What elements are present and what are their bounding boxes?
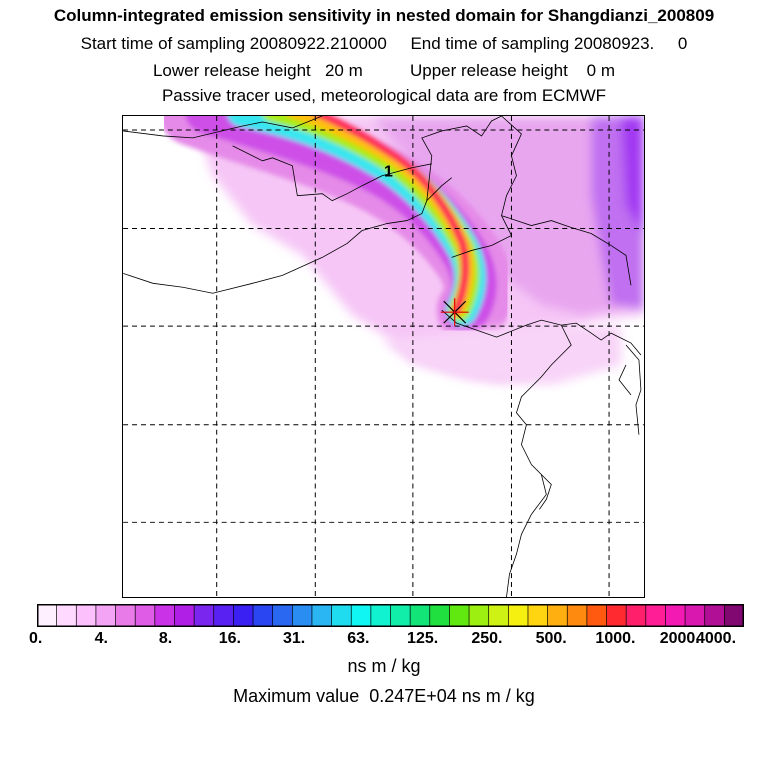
- colorbar-tick-label: 125.: [407, 630, 439, 647]
- receptor-marker-icon: [440, 298, 469, 327]
- colorbar-segment: [154, 604, 176, 627]
- colorbar-segment: [410, 604, 431, 627]
- colorbar-segment: [724, 604, 744, 627]
- colorbar-segment: [665, 604, 686, 627]
- sampling-time-text: Start time of sampling 20080922.210000 E…: [80, 34, 688, 53]
- colorbar-segment: [76, 604, 97, 627]
- colorbar-tick-label: 1000.: [595, 630, 636, 647]
- colorbar-segment: [351, 604, 372, 627]
- colorbar-segment: [233, 604, 254, 627]
- colorbar-tick-label: 2000.: [659, 630, 700, 647]
- colorbar-segment: [37, 604, 58, 627]
- colorbar-segment: [645, 604, 667, 627]
- colorbar-segment: [135, 604, 156, 627]
- colorbar: [37, 604, 744, 627]
- tracer-info-text: Passive tracer used, meteorological data…: [161, 86, 607, 105]
- colorbar-segment: [469, 604, 490, 627]
- colorbar-segment: [704, 604, 725, 627]
- colorbar-border: [37, 604, 744, 627]
- colorbar-segment: [213, 604, 234, 627]
- maximum-value-text: Maximum value 0.247E+04 ns m / kg: [233, 686, 535, 706]
- colorbar-tick-label: 16.: [218, 630, 241, 647]
- colorbar-tick-label: 4.: [94, 630, 108, 647]
- colorbar-tick-label: 63.: [347, 630, 370, 647]
- colorbar-segment: [311, 604, 333, 627]
- colorbar-segment: [606, 604, 627, 627]
- colorbar-segment: [292, 604, 313, 627]
- map-borders: [123, 116, 642, 597]
- colorbar-segment: [272, 604, 293, 627]
- plot-title: Column-integrated emission sensitivity i…: [53, 6, 715, 25]
- colorbar-segment: [429, 604, 451, 627]
- colorbar-segment: [527, 604, 549, 627]
- sensitivity-plume: [158, 116, 514, 346]
- colorbar-segment: [115, 604, 136, 627]
- colorbar-segment: [547, 604, 568, 627]
- colorbar-segment: [567, 604, 588, 627]
- colorbar-segment: [253, 604, 274, 627]
- colorbar-tick-label: 250.: [471, 630, 503, 647]
- colorbar-tick-label: 500.: [535, 630, 567, 647]
- colorbar-segment: [174, 604, 195, 627]
- colorbar-segment: [370, 604, 392, 627]
- colorbar-segment: [390, 604, 411, 627]
- colorbar-segment: [331, 604, 352, 627]
- colorbar-tick-label: 31.: [282, 630, 306, 647]
- colorbar-segment: [56, 604, 77, 627]
- colorbar-tick-label: 0.: [28, 630, 43, 647]
- sensitivity-field-south: [382, 323, 622, 385]
- colorbar-segment: [626, 604, 647, 627]
- sensitivity-map: 1: [122, 115, 645, 598]
- colorbar-segment: [586, 604, 608, 627]
- colorbar-tick-label: 4000.: [695, 630, 737, 647]
- release-height-text: Lower release height 20 m Upper release …: [152, 61, 616, 80]
- colorbar-segment: [95, 604, 117, 627]
- colorbar-segment: [488, 604, 509, 627]
- colorbar-segment: [685, 604, 706, 627]
- colorbar-segment: [508, 604, 529, 627]
- colorbar-segment: [194, 604, 215, 627]
- colorbar-tick-label: 8.: [158, 630, 173, 647]
- colorbar-units: ns m / kg: [347, 656, 421, 676]
- plume-label: 1: [384, 164, 393, 181]
- colorbar-segment: [449, 604, 470, 627]
- map-grid: [123, 116, 644, 597]
